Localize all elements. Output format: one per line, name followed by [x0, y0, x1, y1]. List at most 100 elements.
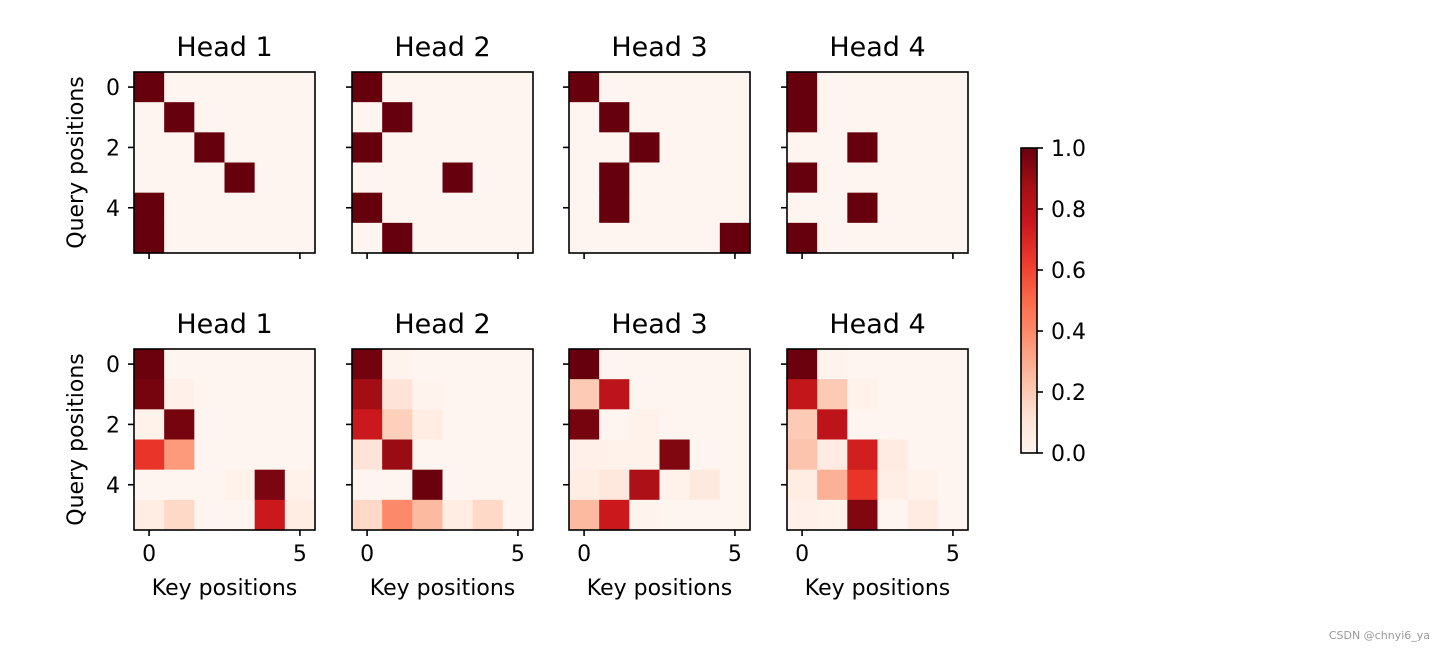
x-axis-label: Key positions	[152, 576, 297, 601]
heatmap-cell	[352, 379, 383, 410]
heatmap-cell	[224, 439, 256, 471]
x-tick-label: 5	[946, 542, 960, 567]
heatmap-cell	[352, 162, 383, 194]
heatmap-cell	[719, 409, 751, 441]
heatmap-cell	[787, 469, 818, 501]
heatmap-cell	[382, 349, 413, 380]
heatmap-cell	[599, 499, 630, 531]
heatmap-cell	[164, 222, 195, 254]
heatmap-cell	[284, 162, 316, 194]
heatmap-cell	[629, 72, 661, 103]
heatmap-cell	[659, 222, 691, 254]
heatmap-cell	[689, 439, 721, 471]
heatmap-cell	[787, 162, 818, 194]
heatmap-cell	[442, 222, 474, 254]
heatmap-cell	[224, 162, 256, 194]
heatmap-cell	[847, 162, 879, 194]
y-tick-label: 2	[106, 413, 120, 438]
heatmap-cell	[164, 102, 195, 133]
heatmap-cell	[224, 132, 256, 164]
heatmap-cell	[472, 162, 504, 194]
heatmap-cell	[352, 409, 383, 441]
heatmap-cell	[569, 469, 600, 501]
heatmap-cell	[847, 349, 879, 380]
heatmap-cell	[719, 192, 751, 224]
heatmap-cell	[689, 379, 721, 410]
heatmap-cell	[847, 72, 879, 103]
heatmap-cell	[659, 409, 691, 441]
heatmap-cell	[877, 162, 909, 194]
heatmap-cell	[412, 102, 444, 133]
heatmap-cell	[599, 162, 630, 194]
heatmap-cell	[569, 379, 600, 410]
x-tick-label: 0	[360, 542, 374, 567]
y-tick-label: 2	[106, 136, 120, 161]
heatmap-cell	[442, 469, 474, 501]
heatmap-cell	[689, 222, 721, 254]
heatmap-cell	[569, 192, 600, 224]
heatmap-cell	[284, 132, 316, 164]
heatmap-cell	[224, 72, 256, 103]
heatmap-cell	[689, 102, 721, 133]
heatmap-cell	[719, 379, 751, 410]
heatmap-cell	[134, 102, 165, 133]
heatmap-cell	[284, 102, 316, 133]
heatmap-cell	[284, 469, 316, 501]
colorbar-tick-label: 0.0	[1051, 442, 1086, 467]
heatmap-cell	[937, 409, 969, 441]
heatmap-cell	[472, 72, 504, 103]
heatmap-cell	[937, 102, 969, 133]
heatmap-cell	[224, 379, 256, 410]
heatmap-cell	[352, 102, 383, 133]
heatmap-cell	[194, 349, 226, 380]
heatmap-cell	[412, 409, 444, 441]
heatmap-cell	[817, 72, 848, 103]
heatmap-cell	[937, 192, 969, 224]
heatmap-cell	[787, 349, 818, 380]
heatmap-cell	[569, 162, 600, 194]
heatmap-cell	[442, 102, 474, 133]
subplot-title: Head 3	[611, 309, 707, 340]
heatmap-cell	[254, 439, 286, 471]
heatmap-cell	[472, 349, 504, 380]
heatmap-cell	[442, 132, 474, 164]
heatmap-cell	[442, 409, 474, 441]
heatmap-cell	[629, 222, 661, 254]
heatmap-cell	[502, 499, 534, 531]
heatmap-cell	[472, 132, 504, 164]
heatmap-cell	[937, 132, 969, 164]
heatmap-cell	[907, 72, 939, 103]
heatmap-cell	[629, 469, 661, 501]
heatmap-cell	[382, 439, 413, 471]
heatmap-cell	[412, 72, 444, 103]
heatmap-cell	[719, 72, 751, 103]
heatmap-cell	[937, 162, 969, 194]
heatmap-cell	[164, 409, 195, 441]
heatmap-cell	[599, 102, 630, 133]
heatmap-cell	[907, 439, 939, 471]
heatmap-cell	[817, 439, 848, 471]
heatmap-cell	[817, 222, 848, 254]
heatmap-cell	[847, 499, 879, 531]
heatmap-cell	[719, 499, 751, 531]
heatmap-cell	[689, 469, 721, 501]
heatmap-cell	[629, 409, 661, 441]
heatmap-cell	[224, 192, 256, 224]
heatmap-cell	[284, 192, 316, 224]
heatmap-cell	[284, 499, 316, 531]
axes-frame	[786, 348, 969, 531]
heatmap-cell	[877, 72, 909, 103]
heatmap-cell	[502, 439, 534, 471]
subplot-title: Head 3	[611, 32, 707, 63]
heatmap-cell	[907, 132, 939, 164]
heatmap-cell	[194, 192, 226, 224]
heatmap-cell	[254, 379, 286, 410]
heatmap-cell	[907, 499, 939, 531]
heatmap-cell	[442, 192, 474, 224]
heatmap-cell	[254, 349, 286, 380]
heatmap-cell	[659, 162, 691, 194]
heatmap-cell	[194, 102, 226, 133]
heatmap-cell	[907, 192, 939, 224]
heatmap-cell	[847, 192, 879, 224]
subplot-title: Head 1	[176, 309, 272, 340]
